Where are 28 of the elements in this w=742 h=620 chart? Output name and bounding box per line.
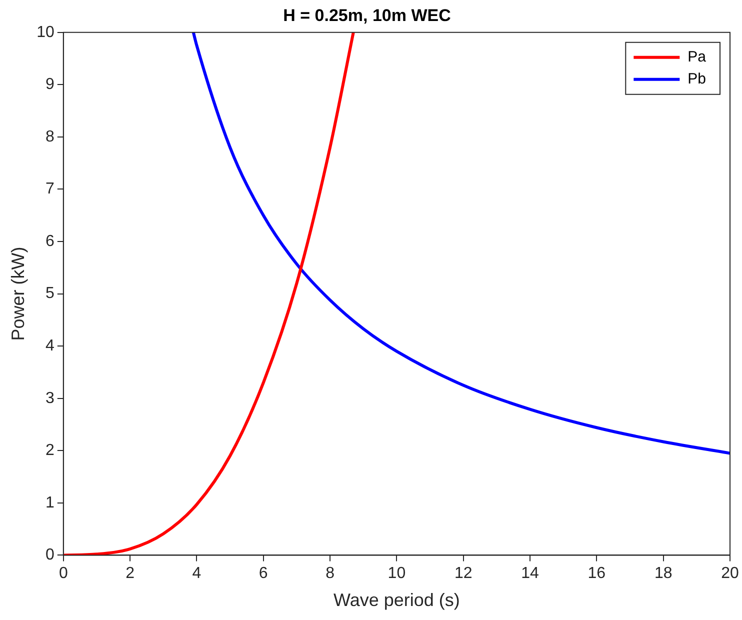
x-tick-label: 16	[588, 565, 606, 582]
line-series	[192, 32, 730, 455]
y-tick-label: 2	[45, 442, 54, 460]
x-tick-label: 18	[654, 565, 672, 582]
legend-label: Pa	[688, 48, 707, 66]
y-tick-label: 0	[45, 546, 54, 564]
x-tick-label: 0	[58, 565, 68, 582]
x-tick-label: 12	[454, 565, 472, 582]
x-tick-label: 8	[326, 565, 335, 582]
x-tick-label: 6	[258, 565, 268, 582]
y-tick-label: 6	[45, 232, 54, 250]
y-tick-label: 1	[45, 494, 54, 512]
y-tick-label: 7	[45, 180, 54, 198]
y-tick-label: 10	[36, 24, 54, 41]
y-tick-label: 5	[45, 285, 54, 302]
x-tick-label: 10	[388, 565, 406, 582]
y-tick-label: 3	[45, 390, 54, 407]
y-tick-label: 8	[45, 128, 54, 146]
y-tick-label: 4	[45, 337, 54, 354]
y-axis-title: Power (kW)	[8, 246, 28, 341]
x-tick-label: 20	[721, 565, 739, 582]
x-tick-label: 2	[126, 565, 135, 582]
x-tick-label: 14	[521, 565, 540, 582]
x-tick-label: 4	[192, 565, 202, 582]
y-tick-label: 9	[45, 76, 54, 94]
chart-title: H = 0.25m, 10m WEC	[283, 6, 451, 25]
legend-label: Pb	[688, 70, 706, 88]
x-axis-title: Wave period (s)	[334, 590, 460, 610]
